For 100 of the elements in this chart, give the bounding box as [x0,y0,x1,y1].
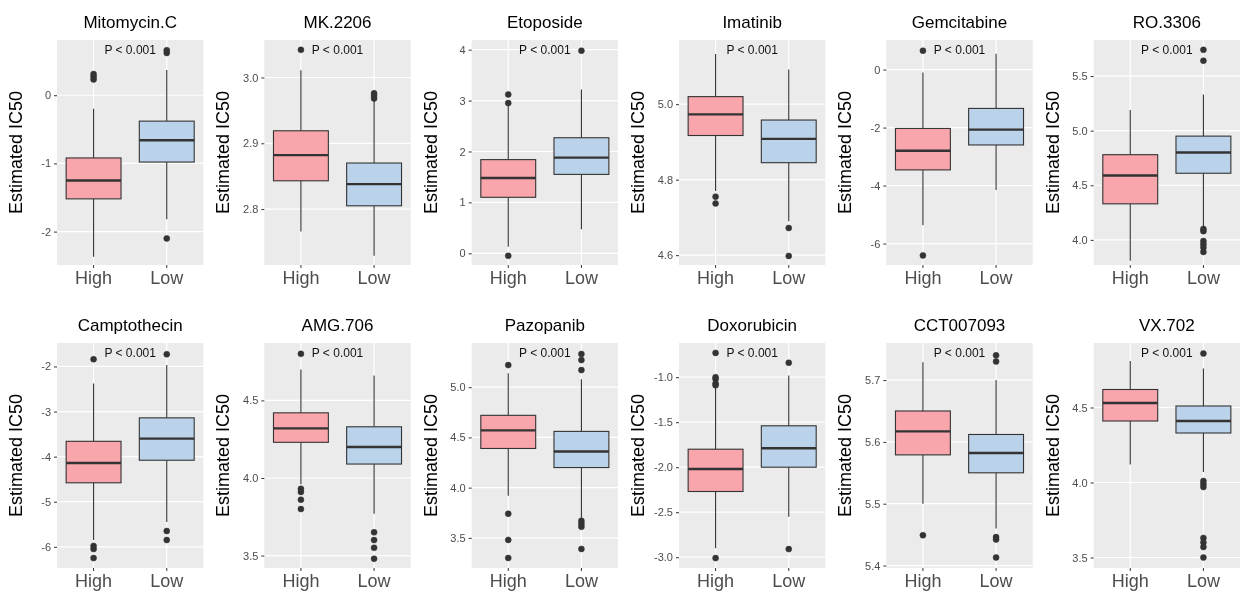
y-axis-title: Estimated IC50 [420,90,441,215]
annotation: P < 0.001 [1141,43,1193,57]
x-tick-label: Low [979,570,1014,591]
y-axis-title: Estimated IC50 [835,393,856,518]
x-tick-label: Low [564,570,599,591]
y-tick-label: -1.5 [654,416,673,429]
y-axis-title: Estimated IC50 [420,393,441,518]
y-tick-label: 4.0 [243,472,259,485]
y-tick-label: 0 [459,247,466,260]
y-tick-label: 4.0 [1072,476,1088,489]
y-tick-label: 5.7 [865,374,881,387]
annotation: P < 0.001 [933,346,986,360]
y-tick-label: -4 [41,450,51,463]
y-tick-label: 4.5 [450,431,466,444]
y-tick-label: 3 [459,94,466,107]
y-tick-label: 2 [459,145,466,158]
y-tick-label: 5.0 [657,98,673,111]
y-tick-label: 3.5 [243,549,259,562]
y-axis-title: Estimated IC50 [1042,90,1063,215]
y-tick-label: 4.6 [657,249,673,262]
y-tick-label: 1 [459,196,466,209]
chart-title: AMG.706 [301,316,374,335]
y-axis-title: Estimated IC50 [213,393,234,518]
chart-title: VX.702 [1138,316,1195,335]
x-tick-label: High [904,267,942,288]
chart-title: MK.2206 [303,13,372,32]
annotation: P < 0.001 [726,43,779,57]
annotation: P < 0.001 [311,346,364,360]
x-tick-label: Low [564,267,599,288]
y-tick-label: 5.5 [1072,70,1088,83]
y-tick-label: -4 [870,179,881,192]
x-tick-label: Low [150,570,185,591]
y-axis-title: Estimated IC50 [1042,393,1063,518]
x-tick-label: Low [357,570,392,591]
chart-title: Etoposide [507,13,583,32]
annotation: P < 0.001 [519,43,571,57]
y-tick-label: 3.5 [450,531,466,544]
y-tick-label: -6 [41,540,51,553]
y-tick-label: -3.0 [654,551,673,564]
y-tick-label: 3.0 [243,71,259,84]
annotation: P < 0.001 [519,346,571,360]
y-axis-title: Estimated IC50 [628,393,648,518]
y-tick-label: 5.5 [865,497,881,510]
y-tick-label: -3 [41,405,51,418]
y-tick-label: 5.6 [865,435,881,448]
x-tick-label: High [1111,267,1149,288]
chart-title: Mitomycin.C [83,13,177,32]
x-tick-label: Low [1186,267,1221,288]
y-tick-label: -1 [41,157,51,170]
y-tick-label: 0 [44,89,51,102]
x-tick-label: High [697,267,735,288]
chart-title: RO.3306 [1132,13,1201,32]
x-tick-label: High [489,267,527,288]
y-axis-title: Estimated IC50 [213,90,234,215]
x-tick-label: High [489,570,527,591]
y-tick-label: 4.5 [1072,179,1088,192]
x-tick-label: Low [357,267,392,288]
chart-title: Doxorubicin [707,316,798,335]
y-tick-label: 5.0 [450,381,466,394]
annotation: P < 0.001 [933,43,986,57]
y-tick-label: 4.5 [1072,401,1088,414]
chart-title: Imatinib [722,13,782,32]
y-axis-title: Estimated IC50 [6,393,26,518]
annotation: P < 0.001 [104,346,157,360]
x-tick-label: Low [772,267,807,288]
y-axis-title: Estimated IC50 [835,90,856,215]
x-tick-label: Low [150,267,185,288]
annotation: P < 0.001 [104,43,157,57]
y-axis-title: Estimated IC50 [6,90,26,215]
x-tick-label: High [904,570,942,591]
y-axis-title: Estimated IC50 [628,90,648,215]
y-tick-label: 3.5 [1072,551,1088,564]
x-tick-label: Low [772,570,807,591]
x-tick-label: High [75,267,113,288]
y-tick-label: 4 [459,43,466,56]
annotation: P < 0.001 [726,346,779,360]
y-tick-label: 4.0 [450,481,466,494]
x-tick-label: High [697,570,735,591]
chart-title: Camptothecin [77,316,183,335]
x-tick-label: High [75,570,113,591]
y-tick-label: -1.0 [654,371,673,384]
x-tick-label: Low [979,267,1014,288]
annotation: P < 0.001 [311,43,364,57]
chart-title: CCT007093 [913,316,1006,335]
x-tick-label: High [282,267,320,288]
x-tick-label: High [282,570,320,591]
x-tick-label: Low [1186,570,1221,591]
y-tick-label: 2.9 [243,137,259,150]
y-tick-label: 4.8 [657,173,673,186]
annotation: P < 0.001 [1141,346,1193,360]
y-tick-label: 5.0 [1072,124,1088,137]
chart-title: Pazopanib [504,316,586,335]
chart-title: Gemcitabine [911,13,1008,32]
y-tick-label: -5 [41,495,51,508]
y-tick-label: 0 [874,63,881,76]
y-tick-label: 4.0 [1072,233,1088,246]
y-tick-label: -2 [41,225,51,238]
x-tick-label: High [1111,570,1149,591]
y-tick-label: 5.4 [865,559,881,572]
y-tick-label: -6 [870,237,881,250]
